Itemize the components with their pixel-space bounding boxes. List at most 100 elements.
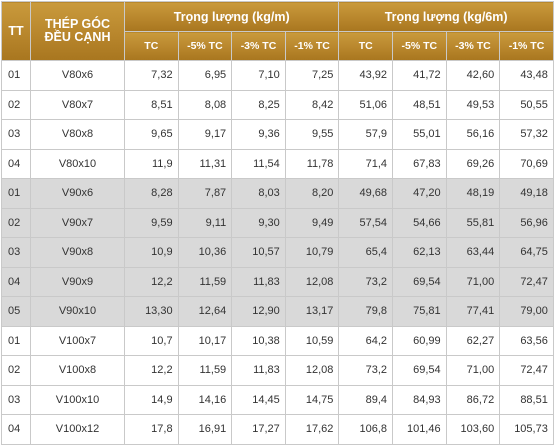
cell-weight-value: 11,83 — [231, 355, 286, 386]
cell-weight-value: 10,9 — [124, 237, 179, 268]
cell-weight-value: 9,30 — [231, 207, 286, 238]
subheader-minus5-m: -5% TC — [177, 31, 233, 61]
cell-weight-value: 11,31 — [177, 148, 233, 179]
cell-weight-value: 71,00 — [445, 355, 501, 386]
table-row: 03 V100x10 14,9 14,16 14,45 14,75 89,4 84,93 86,… — [1, 384, 554, 415]
cell-weight-value: 50,55 — [499, 89, 554, 120]
cell-product-name: V90x8 — [30, 237, 125, 268]
cell-weight-value: 6,95 — [177, 60, 233, 91]
cell-tt: 02 — [1, 89, 31, 120]
cell-weight-value: 54,66 — [392, 207, 447, 238]
cell-weight-value: 10,17 — [177, 325, 233, 356]
cell-weight-value: 11,54 — [231, 148, 286, 179]
table-body: 01 V80x6 7,32 6,95 7,10 7,25 43,92 41,72 42,60 43… — [1, 60, 554, 445]
cell-weight-value: 49,68 — [338, 178, 394, 209]
cell-tt: 03 — [1, 384, 31, 415]
subheader-minus3-6m: -3% TC — [445, 31, 501, 61]
cell-tt: 02 — [1, 355, 31, 386]
cell-weight-value: 62,13 — [392, 237, 447, 268]
cell-weight-value: 10,38 — [231, 325, 286, 356]
cell-weight-value: 88,51 — [499, 384, 554, 415]
cell-weight-value: 69,54 — [392, 355, 447, 386]
cell-weight-value: 43,92 — [338, 60, 394, 91]
cell-weight-value: 57,32 — [499, 119, 554, 150]
cell-weight-value: 8,03 — [231, 178, 286, 209]
cell-weight-value: 73,2 — [338, 355, 394, 386]
cell-weight-value: 9,55 — [284, 119, 340, 150]
cell-weight-value: 14,9 — [124, 384, 179, 415]
cell-product-name: V100x7 — [30, 325, 125, 356]
cell-weight-value: 62,27 — [445, 325, 501, 356]
table-row: 04 V100x12 17,8 16,91 17,27 17,62 106,8 101,46 1… — [1, 414, 554, 445]
cell-tt: 04 — [1, 414, 31, 445]
cell-weight-value: 47,20 — [392, 178, 447, 209]
subheader-minus1-m: -1% TC — [284, 31, 340, 61]
cell-product-name: V80x7 — [30, 89, 125, 120]
table-row: 02 V80x7 8,51 8,08 8,25 8,42 51,06 48,51 49,53 50… — [1, 89, 554, 120]
cell-weight-value: 55,81 — [445, 207, 501, 238]
cell-weight-value: 9,11 — [177, 207, 233, 238]
cell-weight-value: 106,8 — [338, 414, 394, 445]
cell-weight-value: 89,4 — [338, 384, 394, 415]
header-weight-per-meter: Trọng lượng (kg/m) — [123, 1, 340, 32]
subheader-minus5-6m: -5% TC — [392, 31, 447, 61]
cell-weight-value: 69,54 — [392, 266, 447, 297]
cell-weight-value: 11,59 — [177, 266, 233, 297]
cell-weight-value: 51,06 — [338, 89, 394, 120]
table-row: 04 V90x9 12,2 11,59 11,83 12,08 73,2 69,54 71,00… — [1, 266, 554, 297]
cell-weight-value: 49,18 — [499, 178, 554, 209]
cell-weight-value: 55,01 — [392, 119, 447, 150]
cell-product-name: V80x6 — [30, 60, 125, 91]
cell-product-name: V100x8 — [30, 355, 125, 386]
header-tt: TT — [1, 1, 31, 61]
cell-weight-value: 9,17 — [177, 119, 233, 150]
cell-weight-value: 14,16 — [177, 384, 233, 415]
subheader-tc-6m: TC — [338, 31, 394, 61]
table-row: 02 V90x7 9,59 9,11 9,30 9,49 57,54 54,66 55,81 56… — [1, 207, 554, 238]
cell-weight-value: 9,65 — [124, 119, 179, 150]
table-row: 02 V100x8 12,2 11,59 11,83 12,08 73,2 69,54 71,0… — [1, 355, 554, 386]
cell-weight-value: 57,54 — [338, 207, 394, 238]
cell-product-name: V80x8 — [30, 119, 125, 150]
header-weight-per-6m: Trọng lượng (kg/6m) — [338, 1, 554, 32]
cell-weight-value: 60,99 — [392, 325, 447, 356]
cell-weight-value: 10,59 — [284, 325, 340, 356]
cell-weight-value: 70,69 — [499, 148, 554, 179]
cell-weight-value: 9,36 — [231, 119, 286, 150]
cell-weight-value: 48,51 — [392, 89, 447, 120]
cell-weight-value: 11,59 — [177, 355, 233, 386]
subheader-minus1-6m: -1% TC — [499, 31, 554, 61]
cell-weight-value: 7,32 — [124, 60, 179, 91]
cell-weight-value: 10,57 — [231, 237, 286, 268]
cell-weight-value: 11,83 — [231, 266, 286, 297]
cell-weight-value: 8,08 — [177, 89, 233, 120]
cell-tt: 01 — [1, 60, 31, 91]
cell-tt: 03 — [1, 237, 31, 268]
cell-weight-value: 64,75 — [499, 237, 554, 268]
cell-weight-value: 11,78 — [284, 148, 340, 179]
table-row: 01 V100x7 10,7 10,17 10,38 10,59 64,2 60,99 62,2… — [1, 325, 554, 356]
cell-tt: 01 — [1, 325, 31, 356]
cell-weight-value: 75,81 — [392, 296, 447, 327]
cell-weight-value: 71,4 — [338, 148, 394, 179]
cell-product-name: V100x12 — [30, 414, 125, 445]
cell-tt: 04 — [1, 266, 31, 297]
cell-weight-value: 14,75 — [284, 384, 340, 415]
cell-weight-value: 71,00 — [445, 266, 501, 297]
cell-tt: 04 — [1, 148, 31, 179]
cell-weight-value: 12,90 — [231, 296, 286, 327]
cell-weight-value: 65,4 — [338, 237, 394, 268]
header-name-line1: THÉP GÓC — [44, 17, 111, 31]
cell-weight-value: 69,26 — [445, 148, 501, 179]
cell-weight-value: 16,91 — [177, 414, 233, 445]
cell-weight-value: 12,2 — [124, 355, 179, 386]
cell-product-name: V80x10 — [30, 148, 125, 179]
header-name-line2: ĐỀU CẠNH — [44, 30, 111, 44]
cell-weight-value: 48,19 — [445, 178, 501, 209]
cell-weight-value: 57,9 — [338, 119, 394, 150]
cell-weight-value: 8,25 — [231, 89, 286, 120]
cell-tt: 05 — [1, 296, 31, 327]
cell-weight-value: 14,45 — [231, 384, 286, 415]
